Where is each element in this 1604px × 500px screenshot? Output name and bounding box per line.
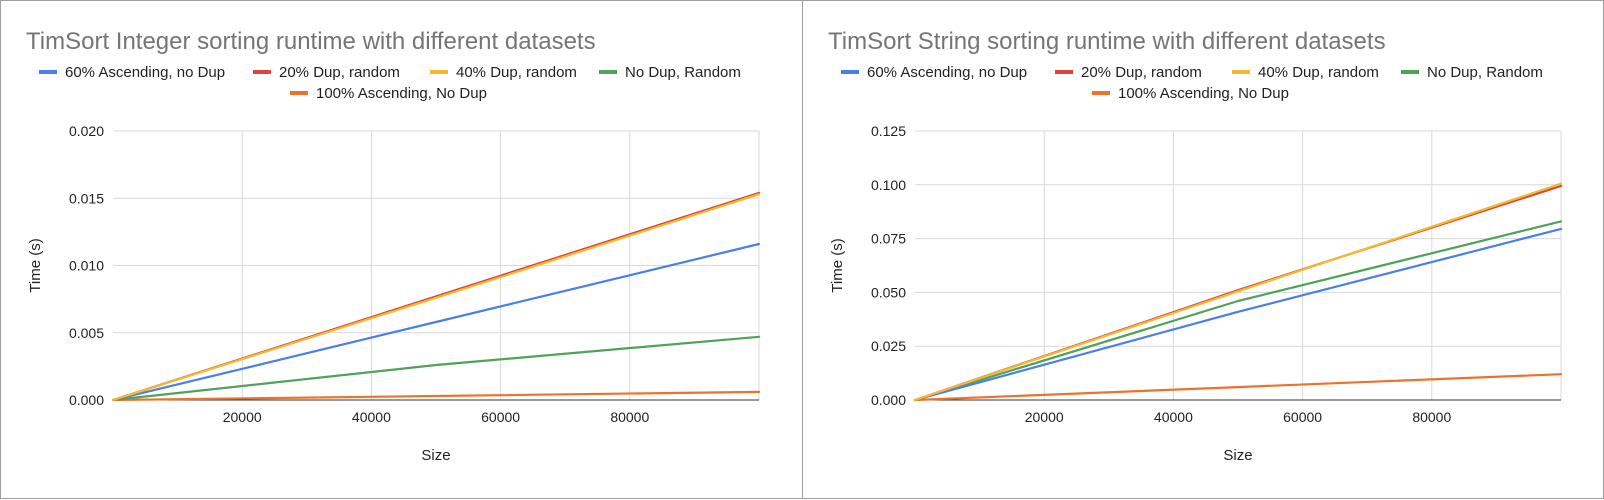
- series-line-60-ascending-no-dup: [111, 242, 761, 402]
- y-tick-label: 0.000: [871, 392, 906, 408]
- legend-label: 40% Dup, random: [456, 64, 577, 81]
- integer-chart: TimSort Integer sorting runtime with dif…: [26, 28, 761, 464]
- x-tick-label: 20000: [1025, 409, 1064, 425]
- legend-label: 60% Ascending, no Dup: [65, 64, 225, 81]
- y-tick-label: 0.005: [69, 325, 104, 341]
- legend-label: No Dup, Random: [1427, 64, 1543, 81]
- legend-label: 20% Dup, random: [279, 64, 400, 81]
- y-axis-title: Time (s): [829, 238, 846, 292]
- x-axis-title: Size: [1223, 447, 1252, 464]
- series-line-100-ascending-no-dup: [913, 373, 1563, 402]
- y-tick-label: 0.050: [871, 284, 906, 300]
- legend-label: 100% Ascending, No Dup: [316, 85, 487, 102]
- x-tick-label: 80000: [1412, 409, 1451, 425]
- y-tick-label: 0.125: [871, 123, 906, 139]
- legend-label: 60% Ascending, no Dup: [867, 64, 1027, 81]
- integer-chart-panel: TimSort Integer sorting runtime with dif…: [0, 0, 803, 499]
- x-tick-label: 40000: [352, 409, 391, 425]
- x-tick-label: 20000: [223, 409, 262, 425]
- series-line-60-ascending-no-dup: [913, 227, 1563, 402]
- chart-title: TimSort String sorting runtime with diff…: [828, 28, 1386, 55]
- y-tick-label: 0.015: [69, 190, 104, 206]
- chart-title: TimSort Integer sorting runtime with dif…: [26, 28, 596, 55]
- series-line-40-dup-random: [913, 182, 1563, 402]
- y-tick-label: 0.100: [871, 177, 906, 193]
- x-tick-label: 60000: [1283, 409, 1322, 425]
- legend-label: No Dup, Random: [625, 64, 741, 81]
- series-line-40-dup-random: [111, 193, 761, 402]
- legend-label: 40% Dup, random: [1258, 64, 1379, 81]
- y-tick-label: 0.020: [69, 123, 104, 139]
- string-chart: TimSort String sorting runtime with diff…: [828, 28, 1563, 464]
- series-line-no-dup-random: [913, 220, 1563, 402]
- y-tick-label: 0.000: [69, 392, 104, 408]
- x-tick-label: 80000: [610, 409, 649, 425]
- y-tick-label: 0.010: [69, 258, 104, 274]
- x-tick-label: 60000: [481, 409, 520, 425]
- series-line-100-ascending-no-dup: [111, 390, 761, 402]
- string-chart-panel: TimSort String sorting runtime with diff…: [802, 0, 1604, 499]
- legend-label: 20% Dup, random: [1081, 64, 1202, 81]
- series-line-no-dup-random: [111, 335, 761, 402]
- y-tick-label: 0.075: [871, 231, 906, 247]
- y-axis-title: Time (s): [27, 238, 44, 292]
- x-axis-title: Size: [421, 447, 450, 464]
- x-tick-label: 40000: [1154, 409, 1193, 425]
- y-tick-label: 0.025: [871, 338, 906, 354]
- legend-label: 100% Ascending, No Dup: [1118, 85, 1289, 102]
